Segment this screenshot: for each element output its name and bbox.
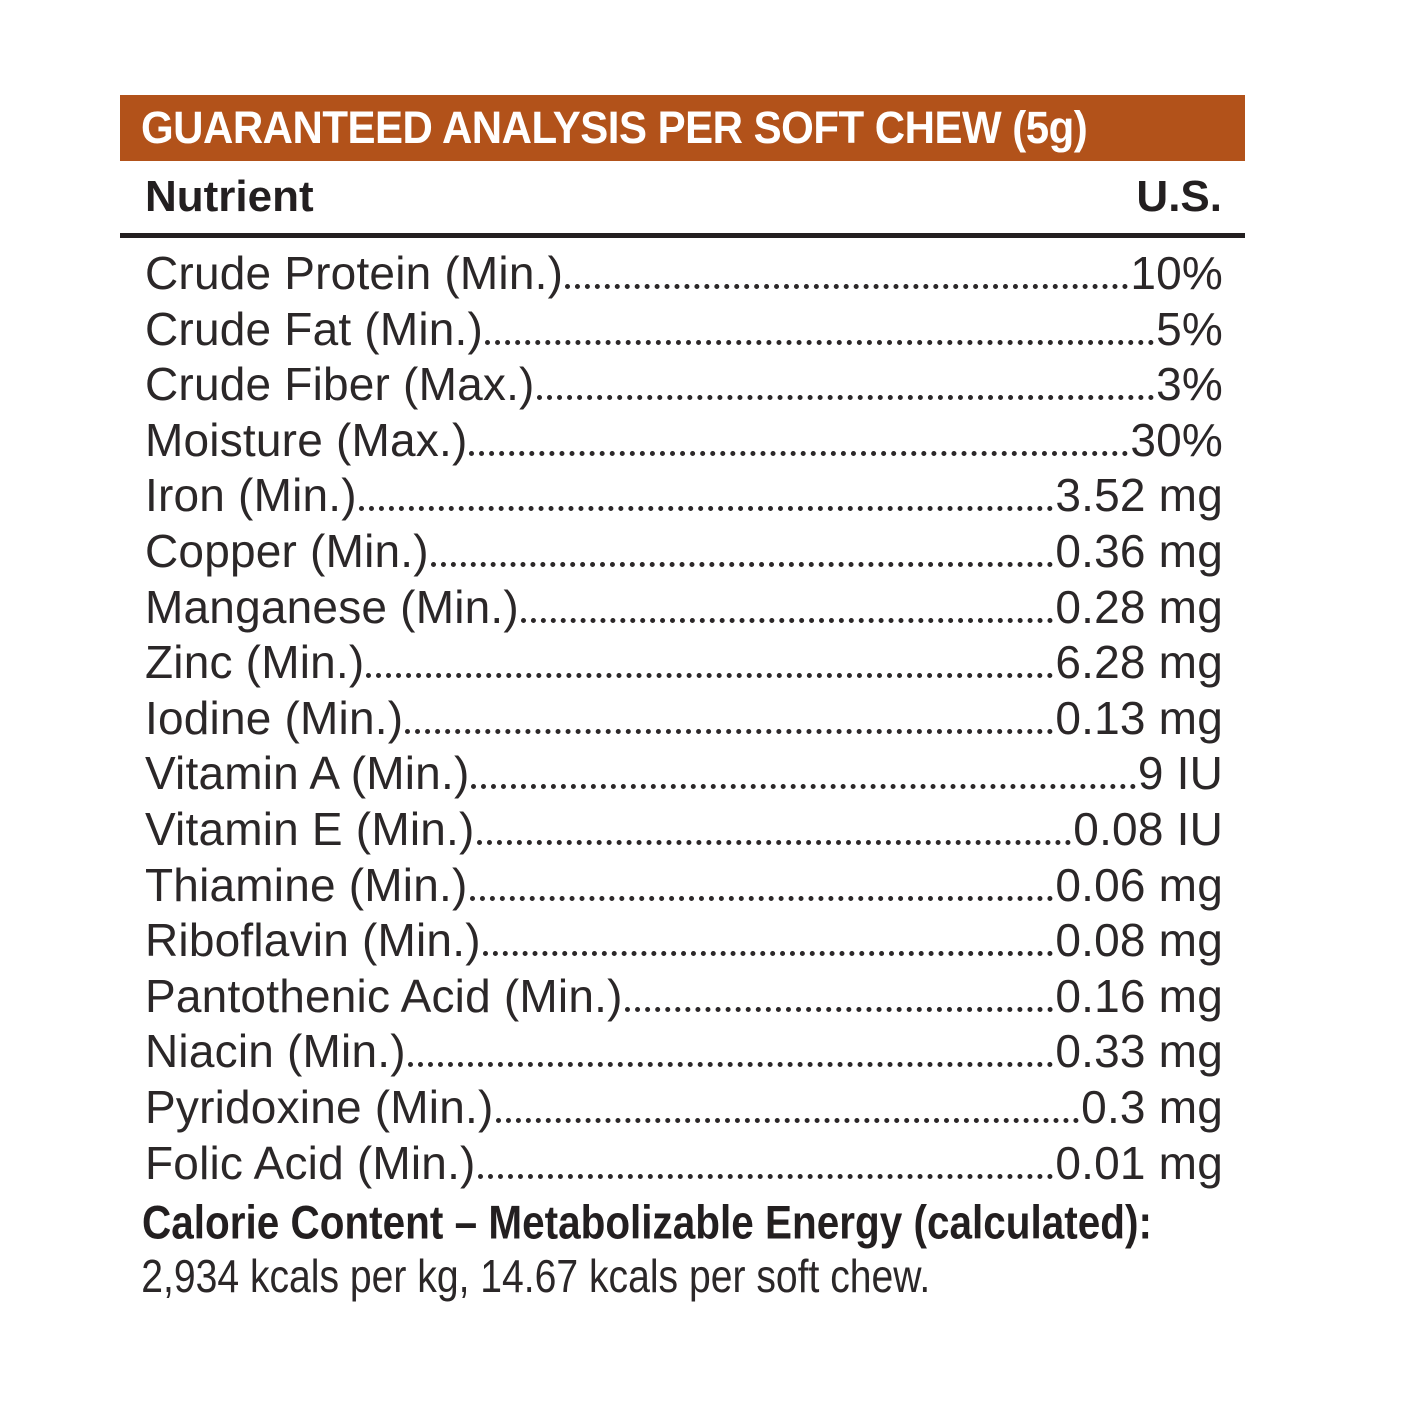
nutrient-label: Vitamin A (Min.)	[145, 747, 470, 800]
dot-leader	[477, 1173, 1054, 1179]
column-header-nutrient: Nutrient	[145, 172, 314, 221]
nutrient-label: Crude Protein (Min.)	[145, 247, 564, 299]
nutrient-label: Crude Fat (Min.)	[145, 302, 484, 355]
page-title: GUARANTEED ANALYSIS PER SOFT CHEW (5g)	[141, 102, 1088, 153]
nutrient-value: 30%	[1130, 413, 1223, 466]
table-row: Niacin (Min.) 0.33 mg	[145, 1024, 1223, 1080]
nutrient-label: Zinc (Min.)	[145, 636, 365, 689]
nutrient-label: Iron (Min.)	[145, 469, 357, 522]
nutrient-label: Manganese (Min.)	[145, 580, 519, 633]
table-row: Folic Acid (Min.) 0.01 mg	[145, 1136, 1223, 1192]
nutrient-value: 0.01 mg	[1055, 1136, 1223, 1189]
table-row: Vitamin A (Min.) 9 IU	[145, 746, 1223, 802]
nutrient-label: Pantothenic Acid (Min.)	[145, 969, 623, 1022]
dot-leader	[469, 450, 1129, 456]
dot-leader	[624, 1006, 1054, 1012]
header-band: GUARANTEED ANALYSIS PER SOFT CHEW (5g)	[120, 95, 1245, 161]
nutrient-label: Thiamine (Min.)	[145, 858, 468, 911]
dot-leader	[520, 617, 1054, 623]
nutrient-value: 3.52 mg	[1055, 469, 1223, 522]
dot-leader	[471, 784, 1136, 790]
nutrient-value: 0.16 mg	[1055, 969, 1223, 1022]
column-header-row: Nutrient U.S.	[120, 175, 1245, 219]
table-row: Pyridoxine (Min.) 0.3 mg	[145, 1080, 1223, 1136]
table-row: Vitamin E (Min.) 0.08 IU	[145, 802, 1223, 858]
table-row: Crude Protein (Min.) 10%	[145, 246, 1223, 302]
nutrient-label: Crude Fiber (Max.)	[145, 358, 535, 411]
dot-leader	[366, 673, 1054, 679]
dot-leader	[358, 506, 1054, 512]
nutrient-value: 9 IU	[1137, 747, 1223, 800]
nutrient-value: 10%	[1130, 247, 1223, 299]
dot-leader	[536, 395, 1155, 401]
nutrient-label: Riboflavin (Min.)	[145, 914, 481, 967]
calorie-content-heading: Calorie Content – Metabolizable Energy (…	[142, 1195, 1152, 1249]
table-row: Thiamine (Min.) 0.06 mg	[145, 858, 1223, 914]
nutrient-value: 3%	[1156, 358, 1223, 411]
nutrient-value: 0.06 mg	[1055, 858, 1223, 911]
nutrient-value: 0.13 mg	[1055, 691, 1223, 744]
dot-leader	[469, 895, 1054, 901]
nutrient-label: Folic Acid (Min.)	[145, 1136, 476, 1189]
table-row: Crude Fat (Min.) 5%	[145, 302, 1223, 358]
nutrient-label: Iodine (Min.)	[145, 691, 404, 744]
dot-leader	[430, 561, 1054, 567]
table-row: Iodine (Min.) 0.13 mg	[145, 691, 1223, 747]
table-row: Iron (Min.) 3.52 mg	[145, 468, 1223, 524]
nutrient-label: Copper (Min.)	[145, 524, 429, 577]
dot-leader	[565, 284, 1129, 289]
nutrient-value: 0.3 mg	[1081, 1080, 1223, 1133]
label-panel: GUARANTEED ANALYSIS PER SOFT CHEW (5g) N…	[120, 95, 1245, 1301]
nutrient-label: Vitamin E (Min.)	[145, 802, 475, 855]
dot-leader	[485, 339, 1155, 345]
table-row: Crude Fiber (Max.) 3%	[145, 357, 1223, 413]
nutrient-value: 5%	[1156, 302, 1223, 355]
nutrient-table: Crude Protein (Min.) 10% Crude Fat (Min.…	[120, 246, 1245, 1191]
column-header-us: U.S.	[1136, 172, 1222, 221]
dot-leader	[407, 1062, 1054, 1068]
table-row: Pantothenic Acid (Min.) 0.16 mg	[145, 969, 1223, 1025]
dot-leader	[405, 728, 1054, 734]
dot-leader	[482, 951, 1054, 957]
table-row: Copper (Min.) 0.36 mg	[145, 524, 1223, 580]
calorie-content-detail: 2,934 kcals per kg, 14.67 kcals per soft…	[141, 1250, 931, 1303]
table-row: Zinc (Min.) 6.28 mg	[145, 635, 1223, 691]
table-row: Riboflavin (Min.) 0.08 mg	[145, 913, 1223, 969]
nutrient-value: 0.33 mg	[1055, 1025, 1223, 1078]
header-rule	[120, 233, 1245, 238]
table-row: Manganese (Min.) 0.28 mg	[145, 580, 1223, 636]
nutrient-value: 0.08 mg	[1055, 914, 1223, 967]
nutrient-value: 0.08 IU	[1073, 802, 1223, 855]
nutrient-label: Niacin (Min.)	[145, 1025, 406, 1078]
dot-leader	[495, 1117, 1080, 1123]
table-row: Moisture (Max.) 30%	[145, 413, 1223, 469]
dot-leader	[476, 839, 1072, 845]
nutrient-value: 0.36 mg	[1055, 524, 1223, 577]
nutrient-label: Pyridoxine (Min.)	[145, 1080, 494, 1133]
nutrient-value: 0.28 mg	[1055, 580, 1223, 633]
nutrient-value: 6.28 mg	[1055, 636, 1223, 689]
nutrient-label: Moisture (Max.)	[145, 413, 468, 466]
